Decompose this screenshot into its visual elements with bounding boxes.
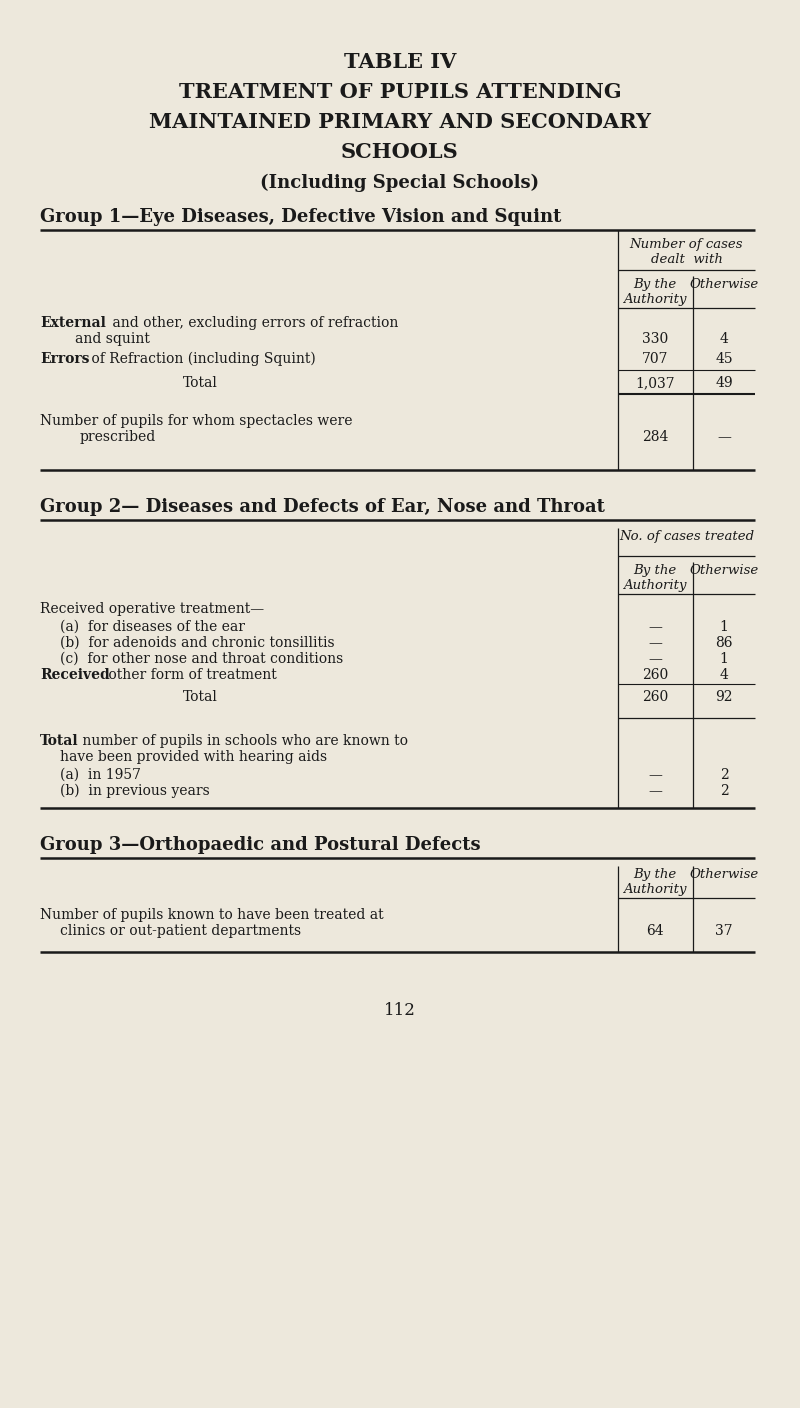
Text: have been provided with hearing aids: have been provided with hearing aids [60,750,327,765]
Text: 260: 260 [642,690,668,704]
Text: By the
Authority: By the Authority [623,867,686,895]
Text: Number of pupils known to have been treated at: Number of pupils known to have been trea… [40,908,384,922]
Text: and squint: and squint [40,332,150,346]
Text: 1: 1 [719,652,729,666]
Text: (c)  for other nose and throat conditions: (c) for other nose and throat conditions [60,652,343,666]
Text: (a)  in 1957: (a) in 1957 [60,767,141,781]
Text: other form of treatment: other form of treatment [104,667,277,681]
Text: Group 2— Diseases and Defects of Ear, Nose and Throat: Group 2— Diseases and Defects of Ear, No… [40,498,605,515]
Text: 284: 284 [642,429,668,444]
Text: Otherwise: Otherwise [690,867,758,881]
Text: Otherwise: Otherwise [690,277,758,291]
Text: Received: Received [40,667,110,681]
Text: 1: 1 [719,620,729,634]
Text: TREATMENT OF PUPILS ATTENDING: TREATMENT OF PUPILS ATTENDING [178,82,622,101]
Text: —: — [648,767,662,781]
Text: Otherwise: Otherwise [690,565,758,577]
Text: Received operative treatment—: Received operative treatment— [40,603,264,617]
Text: —: — [717,429,731,444]
Text: —: — [648,784,662,798]
Text: and other, excluding errors of refraction: and other, excluding errors of refractio… [108,315,398,329]
Text: 49: 49 [715,376,733,390]
Text: 2: 2 [720,767,728,781]
Text: Number of cases
dealt  with: Number of cases dealt with [630,238,743,266]
Text: MAINTAINED PRIMARY AND SECONDARY: MAINTAINED PRIMARY AND SECONDARY [149,113,651,132]
Text: TABLE IV: TABLE IV [344,52,456,72]
Text: 260: 260 [642,667,668,681]
Text: By the
Authority: By the Authority [623,277,686,306]
Text: Total: Total [182,376,218,390]
Text: SCHOOLS: SCHOOLS [341,142,459,162]
Text: External: External [40,315,106,329]
Text: Total: Total [182,690,218,704]
Text: clinics or out-patient departments: clinics or out-patient departments [60,924,301,938]
Text: —: — [648,620,662,634]
Text: (Including Special Schools): (Including Special Schools) [261,175,539,193]
Text: 707: 707 [642,352,668,366]
Text: 4: 4 [719,667,729,681]
Text: (b)  in previous years: (b) in previous years [60,784,210,798]
Text: 112: 112 [384,1002,416,1019]
Text: 92: 92 [715,690,733,704]
Text: Number of pupils for whom spectacles were: Number of pupils for whom spectacles wer… [40,414,353,428]
Text: of Refraction (including Squint): of Refraction (including Squint) [87,352,316,366]
Text: 4: 4 [719,332,729,346]
Text: (a)  for diseases of the ear: (a) for diseases of the ear [60,620,245,634]
Text: —: — [648,636,662,650]
Text: 2: 2 [720,784,728,798]
Text: Total: Total [40,734,78,748]
Text: 64: 64 [646,924,664,938]
Text: 86: 86 [715,636,733,650]
Text: (b)  for adenoids and chronic tonsillitis: (b) for adenoids and chronic tonsillitis [60,636,334,650]
Text: prescribed: prescribed [80,429,156,444]
Text: Errors: Errors [40,352,90,366]
Text: 330: 330 [642,332,668,346]
Text: —: — [648,652,662,666]
Text: Group 3—Orthopaedic and Postural Defects: Group 3—Orthopaedic and Postural Defects [40,836,481,855]
Text: No. of cases treated: No. of cases treated [619,529,754,543]
Text: 1,037: 1,037 [635,376,675,390]
Text: 37: 37 [715,924,733,938]
Text: Group 1—Eye Diseases, Defective Vision and Squint: Group 1—Eye Diseases, Defective Vision a… [40,208,562,227]
Text: 45: 45 [715,352,733,366]
Text: By the
Authority: By the Authority [623,565,686,591]
Text: number of pupils in schools who are known to: number of pupils in schools who are know… [78,734,408,748]
